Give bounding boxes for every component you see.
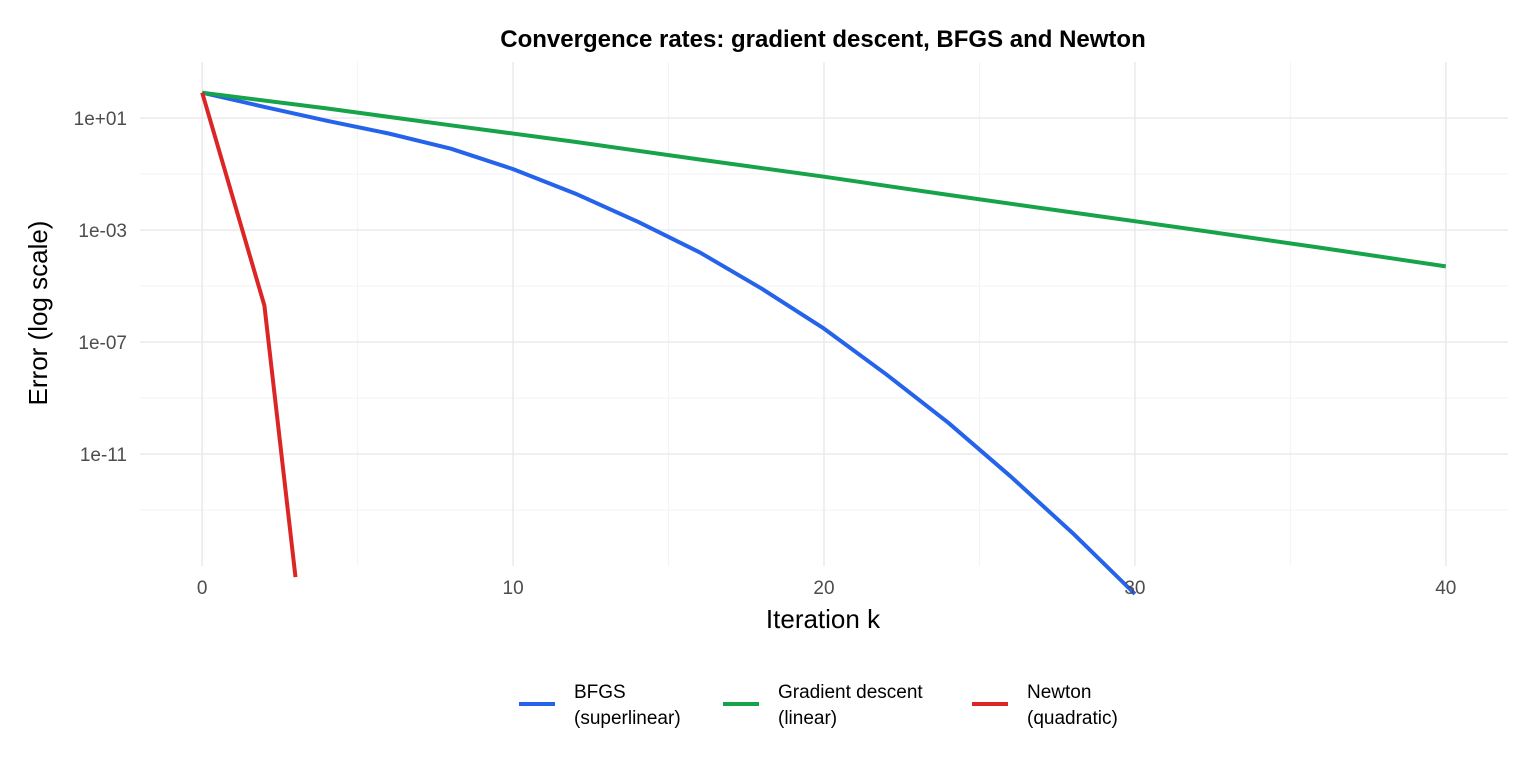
legend-item-newton: Newton (quadratic) <box>972 682 1118 729</box>
x-tick-labels: 0 10 20 30 40 <box>197 578 1456 599</box>
legend-label: Newton <box>1027 682 1091 703</box>
legend-label: (linear) <box>778 708 837 729</box>
x-tick-label: 40 <box>1435 578 1456 599</box>
series-line-newton <box>200 92 298 578</box>
x-axis-title: Iteration k <box>766 604 881 634</box>
legend-item-bfgs: BFGS (superlinear) <box>519 682 681 729</box>
legend-item-gradient-descent: Gradient descent (linear) <box>723 682 923 729</box>
x-tick-label: 10 <box>503 578 524 599</box>
legend-label: BFGS <box>574 682 626 703</box>
x-tick-label: 0 <box>197 578 208 599</box>
y-tick-label: 1e-03 <box>78 221 127 242</box>
y-axis-title: Error (log scale) <box>23 221 53 406</box>
chart-title: Convergence rates: gradient descent, BFG… <box>500 26 1145 53</box>
y-tick-labels: 1e-11 1e-07 1e-03 1e+01 <box>74 109 127 466</box>
y-tick-label: 1e+01 <box>74 109 127 130</box>
legend-label: (superlinear) <box>574 708 681 729</box>
series-lines <box>200 90 1447 596</box>
x-tick-label: 20 <box>813 578 834 599</box>
legend-label: Gradient descent <box>778 682 923 703</box>
legend: BFGS (superlinear) Gradient descent (linear… <box>519 682 1118 729</box>
y-tick-label: 1e-07 <box>78 333 127 354</box>
legend-label: (quadratic) <box>1027 708 1118 729</box>
x-tick-label: 30 <box>1124 578 1145 599</box>
y-tick-label: 1e-11 <box>80 445 127 466</box>
grid <box>140 62 1508 566</box>
series-line-gradient-descent <box>201 90 1447 269</box>
series-line-bfgs <box>201 90 1137 596</box>
